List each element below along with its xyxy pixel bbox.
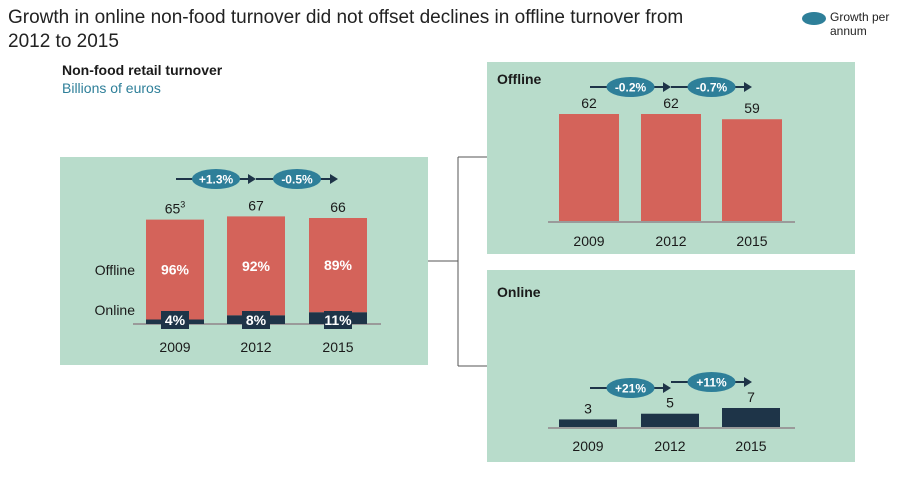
offline-value-label: 59 (744, 100, 760, 116)
total-online-share-box (161, 311, 189, 329)
total-growth-1-arrow-head (248, 174, 256, 184)
offline-year-label: 2015 (736, 233, 767, 249)
total-offline-bar (146, 219, 204, 320)
online-bar (559, 419, 617, 428)
offline-growth-2-label: -0.7% (696, 81, 728, 95)
online-growth-2-label: +11% (696, 376, 727, 390)
total-online-share-label: 11% (324, 312, 352, 328)
offline-growth-1-pill (606, 77, 655, 97)
total-offline-series-label: Offline (95, 262, 135, 278)
total-value-label: 67 (248, 197, 264, 213)
offline-bar (641, 114, 701, 222)
total-growth-2-label: -0.5% (281, 173, 313, 187)
offline-growth-2-arrow-head (744, 82, 752, 92)
offline-year-label: 2012 (655, 233, 686, 249)
online-value-label: 7 (747, 389, 755, 405)
total-offline-share-label: 92% (242, 258, 271, 274)
offline-growth-2-pill (687, 77, 736, 97)
footnote-marker: 3 (180, 200, 185, 210)
online-panel (487, 270, 855, 462)
online-growth-1-pill (606, 378, 655, 398)
online-value-label: 5 (666, 395, 674, 411)
total-offline-share-label: 89% (324, 257, 353, 273)
total-offline-share-label: 96% (161, 262, 190, 278)
total-value-label: 653 (165, 200, 186, 217)
total-online-share-label: 4% (165, 312, 186, 328)
total-growth-2-arrow-head (330, 174, 338, 184)
online-year-label: 2015 (735, 438, 766, 454)
offline-growth-1-label: -0.2% (615, 81, 647, 95)
growth-pill-swatch (802, 12, 826, 25)
online-year-label: 2012 (654, 438, 685, 454)
online-growth-2-pill (687, 372, 736, 392)
total-growth-1-pill (192, 169, 240, 189)
total-growth-2-pill (273, 169, 321, 189)
online-bar (722, 408, 780, 428)
total-growth-1-label: +1.3% (199, 173, 234, 187)
online-growth-1-arrow-head (663, 383, 671, 393)
total-value-label: 66 (330, 199, 346, 215)
chart-units: Billions of euros (62, 80, 161, 96)
offline-year-label: 2009 (573, 233, 604, 249)
online-title: Online (497, 284, 541, 300)
total-offline-bar (227, 216, 285, 316)
chart-subtitle: Non-food retail turnover (62, 62, 223, 78)
online-bar (641, 413, 699, 428)
total-online-share-box (242, 311, 270, 329)
total-year-label: 2009 (159, 339, 190, 355)
total-offline-bar (309, 218, 367, 313)
total-online-share-box (324, 311, 352, 329)
total-online-share-label: 8% (246, 312, 267, 328)
page-title: Growth in online non-food turnover did n… (8, 7, 684, 52)
offline-value-label: 62 (581, 95, 597, 111)
offline-growth-1-arrow-head (663, 82, 671, 92)
total-online-series-label: Online (95, 302, 136, 318)
total-year-label: 2012 (240, 339, 271, 355)
online-growth-1-label: +21% (615, 382, 646, 396)
online-growth-2-arrow-head (744, 377, 752, 387)
legend-label: Growth per annum (830, 10, 890, 38)
online-year-label: 2009 (572, 438, 603, 454)
offline-value-label: 62 (663, 95, 679, 111)
online-value-label: 3 (584, 400, 592, 416)
offline-bar (722, 119, 782, 222)
offline-bar (559, 114, 619, 222)
offline-title: Offline (497, 71, 542, 87)
total-year-label: 2015 (322, 339, 353, 355)
